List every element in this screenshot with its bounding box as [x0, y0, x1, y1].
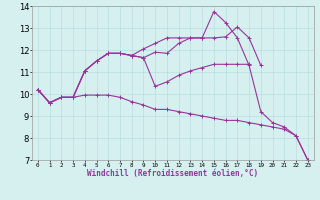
X-axis label: Windchill (Refroidissement éolien,°C): Windchill (Refroidissement éolien,°C) [87, 169, 258, 178]
